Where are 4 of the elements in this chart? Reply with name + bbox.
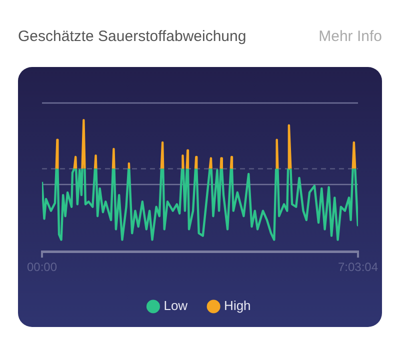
legend-label: High <box>224 298 251 314</box>
chart-title: Geschätzte Sauerstoffabweichung <box>18 28 246 44</box>
legend-label: Low <box>164 298 188 314</box>
text: Mehr Info <box>318 28 382 44</box>
